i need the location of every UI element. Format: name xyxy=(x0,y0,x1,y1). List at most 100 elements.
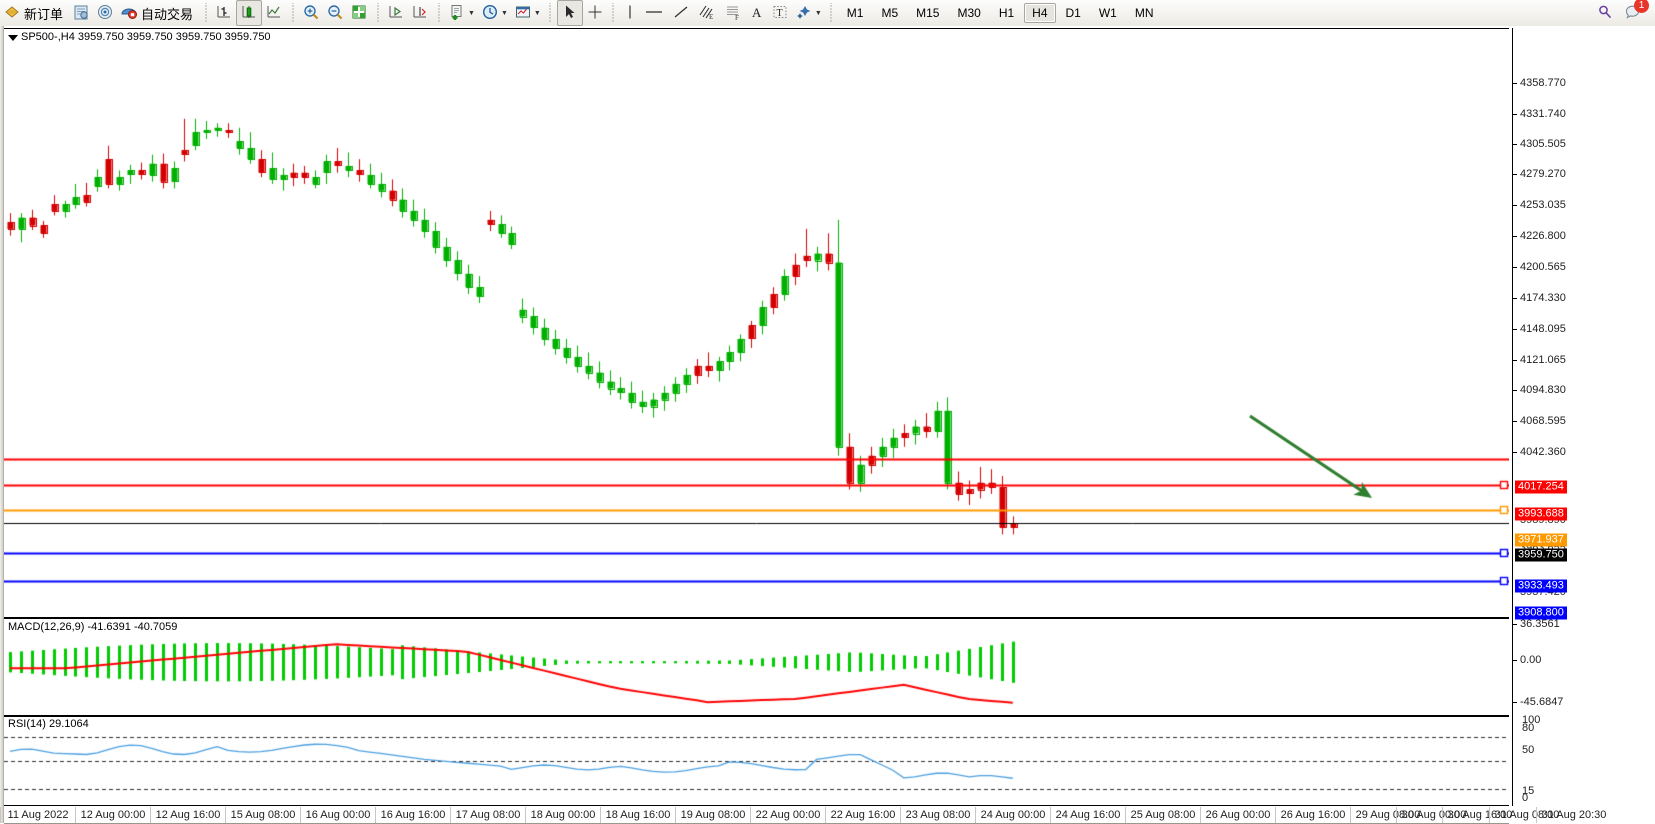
signals-button[interactable] xyxy=(93,1,117,25)
price-tick-label: 4068.595 xyxy=(1520,415,1566,427)
price-tick xyxy=(1513,452,1517,453)
cursor-icon xyxy=(561,3,579,24)
chevron-down-icon[interactable]: ▼ xyxy=(814,9,822,17)
svg-text:E: E xyxy=(709,13,713,21)
cursor-button[interactable] xyxy=(556,0,583,26)
timeframe-h1[interactable]: H1 xyxy=(998,6,1015,20)
resistance-level-2-chip[interactable]: 3993.688 xyxy=(1515,507,1567,521)
price-tick-label: 4148.095 xyxy=(1520,323,1566,335)
zoom-in-button[interactable] xyxy=(299,1,323,25)
timeframe-w1[interactable]: W1 xyxy=(1098,6,1117,20)
signals-icon xyxy=(96,3,114,24)
time-divider xyxy=(300,807,301,823)
zoom-out-button[interactable] xyxy=(323,1,347,25)
price-tick-label: 4253.035 xyxy=(1520,199,1566,211)
time-divider xyxy=(0,807,1,823)
price-pane[interactable] xyxy=(4,28,1509,619)
timeframe-m1[interactable]: M1 xyxy=(846,6,864,20)
time-divider xyxy=(1200,807,1201,823)
shapes-button[interactable]: ▼ xyxy=(792,1,825,25)
timeframe-mn[interactable]: MN xyxy=(1134,6,1154,20)
chevron-down-icon[interactable]: ▼ xyxy=(533,9,541,17)
time-tick-label: 16 Aug 16:00 xyxy=(380,809,446,821)
chevron-down-icon[interactable]: ▼ xyxy=(500,9,508,17)
search-icon xyxy=(1596,3,1614,24)
notifications-button[interactable]: 1 xyxy=(1621,0,1649,25)
time-tick-label: 29 Aug 08:00 xyxy=(1355,809,1421,821)
new-order-button[interactable]: 新订单 xyxy=(0,1,69,25)
price-tick xyxy=(1513,236,1517,237)
chevron-down-icon[interactable]: ▼ xyxy=(468,9,475,17)
target-level-1-chip[interactable]: 3933.493 xyxy=(1515,579,1567,593)
time-axis[interactable]: 11 Aug 2022 12 Aug 00:00 12 Aug 16:00 15 Au… xyxy=(0,807,1606,824)
time-divider xyxy=(1442,807,1443,823)
line-chart-icon xyxy=(265,3,283,24)
rsi-canvas xyxy=(4,717,1509,805)
indicators-button[interactable]: ▼ xyxy=(445,1,478,25)
indicators-icon xyxy=(448,3,466,24)
bar-chart-button[interactable] xyxy=(212,1,236,25)
horizontal-line-button[interactable] xyxy=(640,1,668,25)
chat-icon: 1 xyxy=(1624,0,1649,24)
fibonacci-button[interactable]: F xyxy=(720,1,746,25)
time-tick-label: 17 Aug 08:00 xyxy=(455,809,521,821)
resistance-level-1-chip[interactable]: 4017.254 xyxy=(1515,480,1567,494)
toolbar-separator xyxy=(289,3,297,23)
current-price-chip[interactable]: 3959.750 xyxy=(1515,548,1567,562)
price-tick-label: 4200.565 xyxy=(1520,261,1566,273)
price-tick xyxy=(1513,144,1517,145)
horizontal-line-icon xyxy=(643,3,665,24)
chart-shift-icon xyxy=(411,3,429,24)
autoscroll-button[interactable] xyxy=(384,1,408,25)
price-tick xyxy=(1513,329,1517,330)
timeframe-group: M1 M5 M15 M30 H1 H4 D1 W1 MN xyxy=(838,3,1163,23)
target-level-2-chip[interactable]: 3908.800 xyxy=(1515,606,1567,620)
periods-button[interactable]: ▼ xyxy=(478,1,511,25)
trendline-button[interactable] xyxy=(668,1,694,25)
timeframe-m30[interactable]: M30 xyxy=(957,6,981,20)
chart-shift-button[interactable] xyxy=(408,1,432,25)
candlestick-chart-button[interactable] xyxy=(236,0,263,26)
time-divider xyxy=(900,807,901,823)
price-tick-label: 4358.770 xyxy=(1520,77,1566,89)
text-icon: A xyxy=(749,3,765,24)
timeframe-h4[interactable]: H4 xyxy=(1024,3,1056,23)
time-tick-label: 26 Aug 16:00 xyxy=(1280,809,1346,821)
price-tick xyxy=(1513,421,1517,422)
new-order-label: 新订单 xyxy=(24,6,64,22)
autotrade-button[interactable]: 自动交易 xyxy=(117,1,199,25)
time-tick-label: 30 Aug 00:00 xyxy=(1401,809,1467,821)
timeframe-m15[interactable]: M15 xyxy=(916,6,940,20)
text-button[interactable]: A xyxy=(746,1,768,25)
time-tick-label: 12 Aug 00:00 xyxy=(80,809,146,821)
toolbar-separator xyxy=(546,3,554,23)
macd-indicator-label: MACD(12,26,9) -41.6391 -40.7059 xyxy=(8,621,178,633)
price-tick xyxy=(1513,298,1517,299)
chart-workspace[interactable]: SP500-,H4 3959.750 3959.750 3959.750 395… xyxy=(0,26,1655,824)
price-tick xyxy=(1513,267,1517,268)
price-axis[interactable]: 4358.770 4331.740 4305.505 4279.270 4253.035… xyxy=(1513,28,1655,806)
templates-button[interactable]: ▼ xyxy=(511,1,544,25)
rsi-indicator-label: RSI(14) 29.1064 xyxy=(8,718,89,730)
timeframe-d1[interactable]: D1 xyxy=(1065,6,1081,20)
chart-scrollbar[interactable] xyxy=(0,26,4,823)
text-label-button[interactable]: T xyxy=(768,1,792,25)
time-divider xyxy=(1050,807,1051,823)
equidistant-channel-button[interactable]: E xyxy=(694,1,720,25)
time-divider xyxy=(1275,807,1276,823)
entry-level-chip[interactable]: 3971.937 xyxy=(1515,533,1567,547)
price-tick xyxy=(1513,205,1517,206)
grid-button[interactable] xyxy=(347,1,371,25)
search-button[interactable] xyxy=(1593,1,1617,25)
templates-icon xyxy=(514,3,532,24)
collapse-triangle-icon[interactable] xyxy=(8,35,18,41)
market-watch-button[interactable] xyxy=(69,1,93,25)
timeframe-m5[interactable]: M5 xyxy=(881,6,899,20)
macd-tick xyxy=(1513,702,1517,703)
line-chart-button[interactable] xyxy=(262,1,286,25)
crosshair-button[interactable] xyxy=(583,1,607,25)
shapes-icon xyxy=(795,3,813,24)
rsi-pane[interactable] xyxy=(4,716,1509,806)
macd-pane[interactable] xyxy=(4,618,1509,716)
vertical-line-button[interactable] xyxy=(620,1,640,25)
